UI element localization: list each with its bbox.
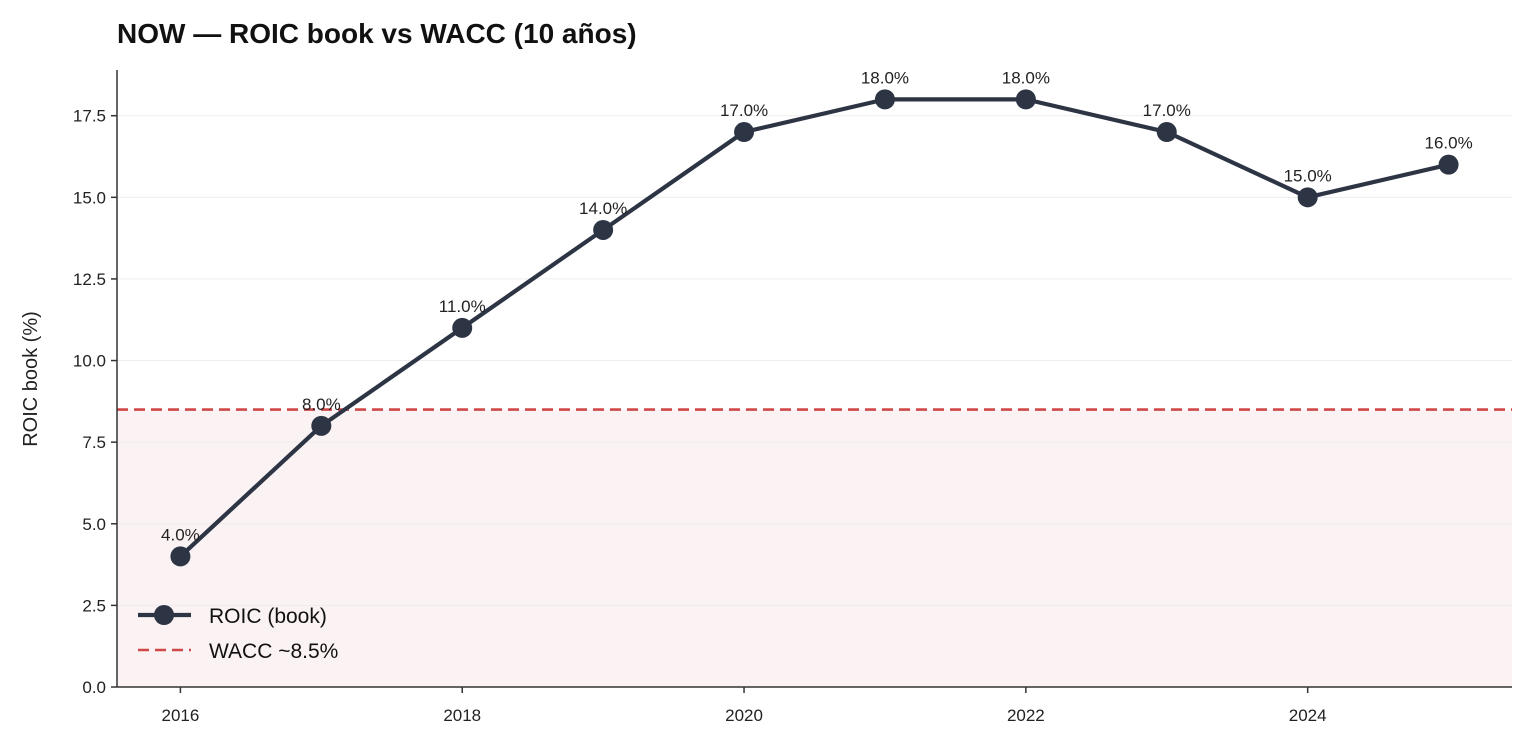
- roic-point-2016: [170, 546, 191, 567]
- roic-point-2019: [593, 219, 614, 240]
- roic-data-labels: 4.0% 8.0% 11.0% 14.0% 17.0% 18.0% 18.0% 17.0% 15…: [161, 68, 1473, 544]
- y-tick-label-3: 7.5: [82, 433, 106, 452]
- roic-data-label-2016: 4.0%: [161, 525, 200, 544]
- x-tick-label-2024: 2024: [1289, 706, 1327, 725]
- legend: ROIC (book) WACC ~8.5%: [138, 605, 338, 663]
- x-tick-label-2022: 2022: [1007, 706, 1045, 725]
- x-tick-label-2020: 2020: [725, 706, 763, 725]
- roic-data-label-2022: 18.0%: [1002, 68, 1050, 87]
- below-wacc-shade: [117, 409, 1512, 687]
- y-tick-label-0: 0.0: [82, 678, 106, 697]
- y-axis-label: ROIC book (%): [20, 311, 42, 447]
- roic-data-label-2023: 17.0%: [1143, 101, 1191, 120]
- x-tick-label-2018: 2018: [443, 706, 481, 725]
- roic-data-label-2019: 14.0%: [579, 199, 627, 218]
- roic-data-label-2018: 11.0%: [439, 297, 486, 316]
- roic-point-2024: [1297, 187, 1318, 208]
- roic-points: [170, 89, 1459, 567]
- y-tick-label-4: 10.0: [73, 352, 106, 371]
- roic-point-2020: [734, 122, 755, 143]
- y-tick-label-6: 15.0: [73, 188, 106, 207]
- y-ticks: 0.0 2.5 5.0 7.5 10.0 12.5 15.0 17.5: [73, 107, 117, 697]
- roic-data-label-2025: 16.0%: [1424, 134, 1472, 153]
- x-tick-label-2016: 2016: [161, 706, 199, 725]
- legend-roic-swatch-marker: [154, 605, 174, 625]
- y-tick-label-5: 12.5: [73, 270, 106, 289]
- axes: 0.0 2.5 5.0 7.5 10.0 12.5 15.0 17.5 2016 2018 202…: [73, 70, 1512, 725]
- roic-data-label-2017: 8.0%: [302, 395, 341, 414]
- plot-area: 4.0% 8.0% 11.0% 14.0% 17.0% 18.0% 18.0% 17.0% 15…: [117, 68, 1512, 687]
- roic-data-label-2024: 15.0%: [1284, 166, 1332, 185]
- y-tick-label-1: 2.5: [82, 596, 106, 615]
- roic-point-2021: [874, 89, 895, 110]
- roic-point-2025: [1438, 154, 1459, 175]
- y-tick-label-2: 5.0: [82, 515, 106, 534]
- roic-series-line: [178, 97, 1451, 559]
- roic-point-2023: [1156, 122, 1177, 143]
- roic-data-label-2020: 17.0%: [720, 101, 768, 120]
- roic-data-label-2021: 18.0%: [861, 68, 909, 87]
- grid-lines: [117, 115, 1512, 606]
- roic-point-2017: [311, 415, 332, 436]
- legend-wacc-label: WACC ~8.5%: [209, 640, 338, 663]
- x-ticks: 2016 2018 2020 2022 2024: [161, 687, 1327, 725]
- chart-title: NOW — ROIC book vs WACC (10 años): [117, 18, 637, 49]
- roic-point-2018: [452, 317, 473, 338]
- y-tick-label-7: 17.5: [73, 107, 106, 126]
- roic-point-2022: [1015, 89, 1036, 110]
- legend-roic-label: ROIC (book): [209, 605, 327, 628]
